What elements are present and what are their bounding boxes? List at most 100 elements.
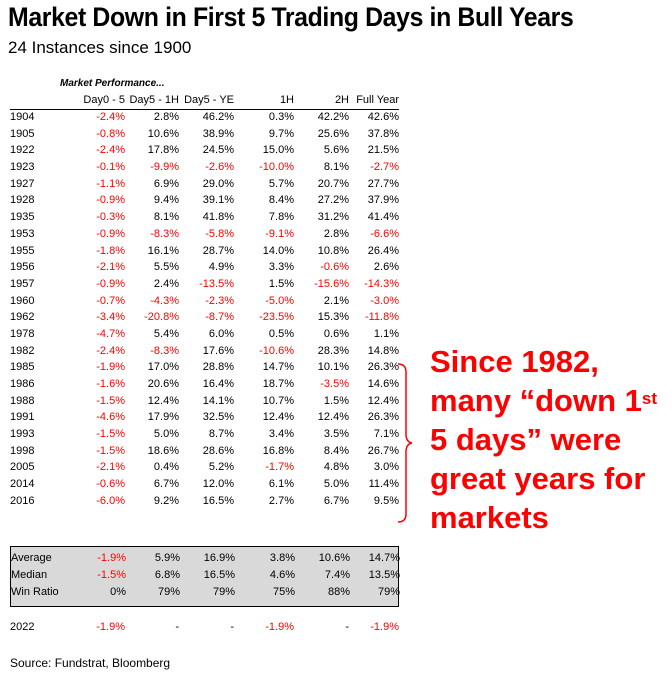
table-cell: 29.0% xyxy=(202,177,234,190)
table-cell: 28.8% xyxy=(202,361,234,374)
row-label: Win Ratio xyxy=(11,586,59,598)
table-cell: 6.0% xyxy=(208,327,234,340)
table-cell: 0.5% xyxy=(268,327,294,340)
table-cell: 12.4% xyxy=(147,394,179,407)
table-cell: 7.1% xyxy=(373,428,399,441)
table-row: 1922 -2.4% 17.8% 24.5% 15.0% 5.6% 21.5% xyxy=(10,142,399,159)
row-label: 1991 xyxy=(10,411,35,424)
row-label: 1993 xyxy=(10,428,35,441)
table-cell: 1.5% xyxy=(268,277,294,290)
table-cell: 2.8% xyxy=(323,227,349,240)
table-cell: 79% xyxy=(377,586,400,598)
table-cell: -9.1% xyxy=(265,227,294,240)
table-cell: -0.9% xyxy=(96,277,125,290)
table-cell: 26.3% xyxy=(367,411,399,424)
table-cell: -2.3% xyxy=(205,294,234,307)
table-cell: 28.6% xyxy=(202,444,234,457)
table-cell: Day0 - 5 xyxy=(83,94,125,106)
table-cell: -20.8% xyxy=(144,311,179,324)
callout-line-3: 5 days” were xyxy=(430,422,622,457)
row-label: 1960 xyxy=(10,294,35,307)
table-row: 2014 -0.6% 6.7% 12.0% 6.1% 5.0% 11.4% xyxy=(10,476,399,493)
table-cell: 12.4% xyxy=(317,411,349,424)
table-row: 1928 -0.9% 9.4% 39.1% 8.4% 27.2% 37.9% xyxy=(10,192,399,209)
table-cell: -1.6% xyxy=(96,378,125,390)
table-cell: - xyxy=(345,621,349,633)
table-cell: -1.5% xyxy=(97,569,126,581)
table-cell: -23.5% xyxy=(259,311,294,324)
row-label: 1962 xyxy=(10,311,35,324)
table-cell: 2.6% xyxy=(373,261,399,274)
table-cell: -1.9% xyxy=(370,621,399,633)
table-body: 1904 -2.4% 2.8% 46.2% 0.3% 42.2% 42.6% 1905 -0.8… xyxy=(10,109,399,510)
table-cell: Day5 - YE xyxy=(184,94,234,106)
table-cell: -8.3% xyxy=(150,344,179,357)
table-cell: 1.1% xyxy=(373,327,399,340)
table-row: 1904 -2.4% 2.8% 46.2% 0.3% 42.2% 42.6% xyxy=(10,109,399,126)
table-cell: -3.5% xyxy=(320,378,349,390)
table-cell: -4.6% xyxy=(96,411,125,424)
stats-row: Average -1.9% 5.9% 16.9% 3.8% 10.6% 14.7% xyxy=(11,550,400,567)
table-row: 1923 -0.1% -9.9% -2.6% -10.0% 8.1% -2.7% xyxy=(10,159,399,176)
table-cell: 17.8% xyxy=(147,144,179,157)
table-cell: 4.9% xyxy=(208,261,234,274)
table-cell: 28.7% xyxy=(202,244,234,257)
table-cell: 14.1% xyxy=(202,394,234,407)
table-cell: 6.7% xyxy=(153,478,179,491)
table-cell: 26.3% xyxy=(367,361,399,374)
table-cell: 14.7% xyxy=(368,552,400,564)
table-cell: 79% xyxy=(157,586,180,598)
callout-line-5: markets xyxy=(430,500,549,535)
table-cell: 13.5% xyxy=(368,569,400,581)
table-cell: 16.5% xyxy=(203,569,235,581)
table-cell: 0% xyxy=(110,586,126,598)
table-cell: -1.8% xyxy=(96,244,125,257)
table-cell: 10.6% xyxy=(147,127,179,140)
row-label: 2022 xyxy=(10,621,35,633)
callout-line-4: great years for xyxy=(430,461,646,496)
table-cell: 4.8% xyxy=(323,461,349,474)
row-label: 1985 xyxy=(10,361,35,374)
callout-line-2: many “down 1st xyxy=(430,383,657,418)
table-cell: 42.6% xyxy=(367,111,399,123)
table-cell: -5.0% xyxy=(265,294,294,307)
table-cell: 75% xyxy=(272,586,295,598)
table-cell: -8.7% xyxy=(205,311,234,324)
table-cell: 9.2% xyxy=(153,494,179,507)
table-cell: -2.4% xyxy=(96,111,125,123)
table-cell: 3.4% xyxy=(268,428,294,441)
table-cell: 9.7% xyxy=(268,127,294,140)
table-cell: 21.5% xyxy=(367,144,399,157)
table-cell: 28.3% xyxy=(317,344,349,357)
table-cell: -1.9% xyxy=(96,361,125,374)
current-year-row: 2022 -1.9% - - -1.9% - -1.9% xyxy=(10,619,399,636)
performance-label: Market Performance... xyxy=(60,78,165,89)
table-cell: -0.6% xyxy=(320,261,349,274)
table-cell: -0.8% xyxy=(96,127,125,140)
table-cell: 20.7% xyxy=(317,177,349,190)
table-cell: 15.3% xyxy=(317,311,349,324)
table-cell: 7.4% xyxy=(324,569,350,581)
table-cell: 38.9% xyxy=(202,127,234,140)
table-cell: -13.5% xyxy=(199,277,234,290)
table-cell: 5.2% xyxy=(208,461,234,474)
table-cell: -2.1% xyxy=(96,261,125,274)
table-cell: 6.9% xyxy=(153,177,179,190)
table-cell: 25.6% xyxy=(317,127,349,140)
table-cell: 2.7% xyxy=(268,494,294,507)
row-label: 1982 xyxy=(10,344,35,357)
table-cell: 6.1% xyxy=(268,478,294,491)
bracket-icon xyxy=(397,363,413,523)
table-row: 1985 -1.9% 17.0% 28.8% 14.7% 10.1% 26.3% xyxy=(10,359,399,376)
callout-line-1: Since 1982, xyxy=(430,344,599,379)
table-row: 1982 -2.4% -8.3% 17.6% -10.6% 28.3% 14.8% xyxy=(10,343,399,360)
table-row: 1988 -1.5% 12.4% 14.1% 10.7% 1.5% 12.4% xyxy=(10,393,399,410)
table-row: 1962 -3.4% -20.8% -8.7% -23.5% 15.3% -11.8% xyxy=(10,309,399,326)
table-cell: 5.6% xyxy=(323,144,349,157)
table-cell: 27.7% xyxy=(367,177,399,190)
source-note: Source: Fundstrat, Bloomberg xyxy=(10,656,171,670)
table-cell: 9.5% xyxy=(373,494,399,507)
table-cell: 8.1% xyxy=(153,211,179,224)
table-cell: 17.6% xyxy=(202,344,234,357)
table-cell: -3.0% xyxy=(370,294,399,307)
